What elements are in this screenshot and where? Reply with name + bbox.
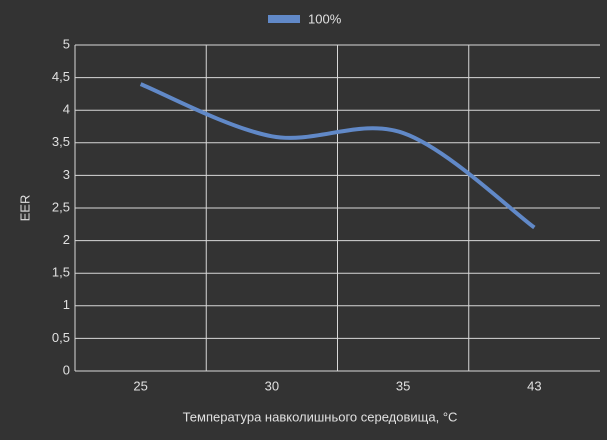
legend-label: 100%: [308, 11, 342, 26]
legend-swatch: [268, 15, 300, 23]
x-tick-label: 43: [527, 378, 541, 393]
y-tick-label: 0: [63, 362, 70, 377]
y-tick-label: 4,5: [52, 69, 70, 84]
y-tick-label: 1,5: [52, 265, 70, 280]
data-line: [139, 82, 536, 230]
x-tick-label: 30: [265, 378, 279, 393]
y-tick-label: 2: [63, 232, 70, 247]
y-tick-label: 3: [63, 167, 70, 182]
y-tick-label: 4: [63, 102, 70, 117]
y-tick-label: 5: [63, 36, 70, 51]
y-tick-label: 1: [63, 297, 70, 312]
y-tick-label: 2,5: [52, 199, 70, 214]
y-tick-label: 3,5: [52, 134, 70, 149]
y-tick-label: 0,5: [52, 330, 70, 345]
y-axis-title: EER: [17, 195, 32, 222]
x-tick-label: 25: [133, 378, 147, 393]
x-axis-title: Температура навколишнього середовища, °C: [183, 409, 458, 424]
x-tick-label: 35: [396, 378, 410, 393]
